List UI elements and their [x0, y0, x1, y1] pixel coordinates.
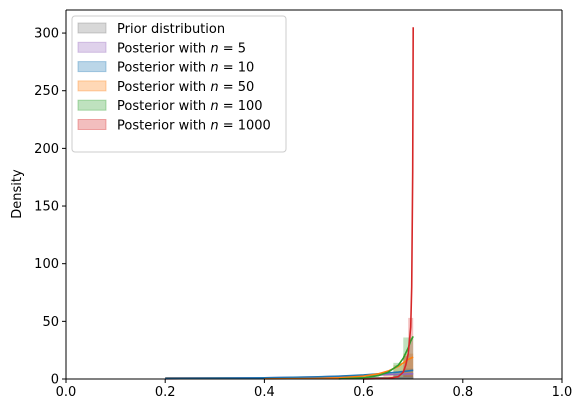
- legend-swatch: [77, 22, 107, 34]
- x-tick-label: 0.2: [155, 385, 176, 400]
- legend-label-prefix: Posterior with: [117, 119, 210, 134]
- legend-label-n: 50: [238, 80, 255, 95]
- y-tick-label: 50: [42, 315, 59, 330]
- legend-label-symbol: n: [210, 61, 218, 76]
- legend-label-equals: =: [219, 119, 238, 134]
- x-tick-label: 1.0: [552, 385, 573, 400]
- legend-label-symbol: n: [210, 80, 218, 95]
- legend-label: Posterior with n = 5: [117, 41, 246, 56]
- legend-label-prefix: Posterior with: [117, 41, 210, 56]
- y-tick-label: 0: [51, 373, 59, 388]
- legend-label-symbol: n: [210, 119, 218, 134]
- legend-box: [71, 15, 287, 153]
- legend-label: Posterior with n = 50: [117, 80, 254, 95]
- histogram-bar: [408, 317, 414, 379]
- legend-label-symbol: n: [210, 41, 218, 56]
- legend-label: Posterior with n = 100: [117, 99, 263, 114]
- legend-label: Prior distribution: [117, 22, 225, 37]
- legend-label-prefix: Posterior with: [117, 99, 210, 114]
- y-axis: 0 50 100 150 200 250 300: [34, 27, 66, 388]
- density-curve: [363, 27, 414, 380]
- y-tick-label: 100: [34, 257, 59, 272]
- legend-label-prefix: Prior distribution: [117, 22, 225, 37]
- legend-label-n: 10: [238, 61, 255, 76]
- histogram-bar: [393, 362, 404, 379]
- legend-label: Posterior with n = 1000: [117, 119, 271, 134]
- legend-swatch: [77, 80, 107, 92]
- legend-label-symbol: n: [210, 99, 218, 114]
- legend-swatch: [77, 119, 107, 130]
- y-tick-label: 250: [34, 84, 59, 99]
- legend-label-equals: =: [219, 41, 238, 56]
- density-curve: [264, 356, 414, 380]
- legend-label-n: 1000: [238, 119, 271, 134]
- legend-swatch: [77, 61, 107, 73]
- legend-label: Posterior with n = 10: [117, 61, 254, 76]
- histogram-bar: [383, 372, 394, 379]
- y-tick-label: 300: [34, 27, 59, 42]
- y-tick-label: 150: [34, 200, 59, 215]
- histogram-bar: [403, 337, 414, 379]
- legend-label-prefix: Posterior with: [117, 61, 210, 76]
- legend-swatch: [77, 99, 107, 111]
- histogram-bar: [403, 353, 414, 379]
- density-curves: [165, 27, 414, 380]
- x-tick-label: 0.8: [452, 385, 473, 400]
- legend-swatch: [77, 41, 107, 53]
- x-tick-label: 0.4: [254, 385, 275, 400]
- x-tick-label: 0.0: [56, 385, 77, 400]
- legend-label-prefix: Posterior with: [117, 80, 210, 95]
- legend-label-n: 100: [238, 99, 263, 114]
- legend-label-equals: =: [219, 80, 238, 95]
- legend-label-n: 5: [238, 41, 246, 56]
- y-axis-title: Density: [10, 169, 25, 219]
- axes-frame: [65, 9, 563, 380]
- x-tick-label: 0.6: [353, 385, 374, 400]
- legend-label-equals: =: [219, 61, 238, 76]
- legend-label-equals: =: [219, 99, 238, 114]
- y-tick-label: 200: [34, 142, 59, 157]
- x-axis: 0.0 0.2 0.4 0.6 0.8 1.0: [56, 379, 573, 400]
- histogram-bar: [403, 373, 414, 379]
- histogram-bar: [393, 372, 404, 379]
